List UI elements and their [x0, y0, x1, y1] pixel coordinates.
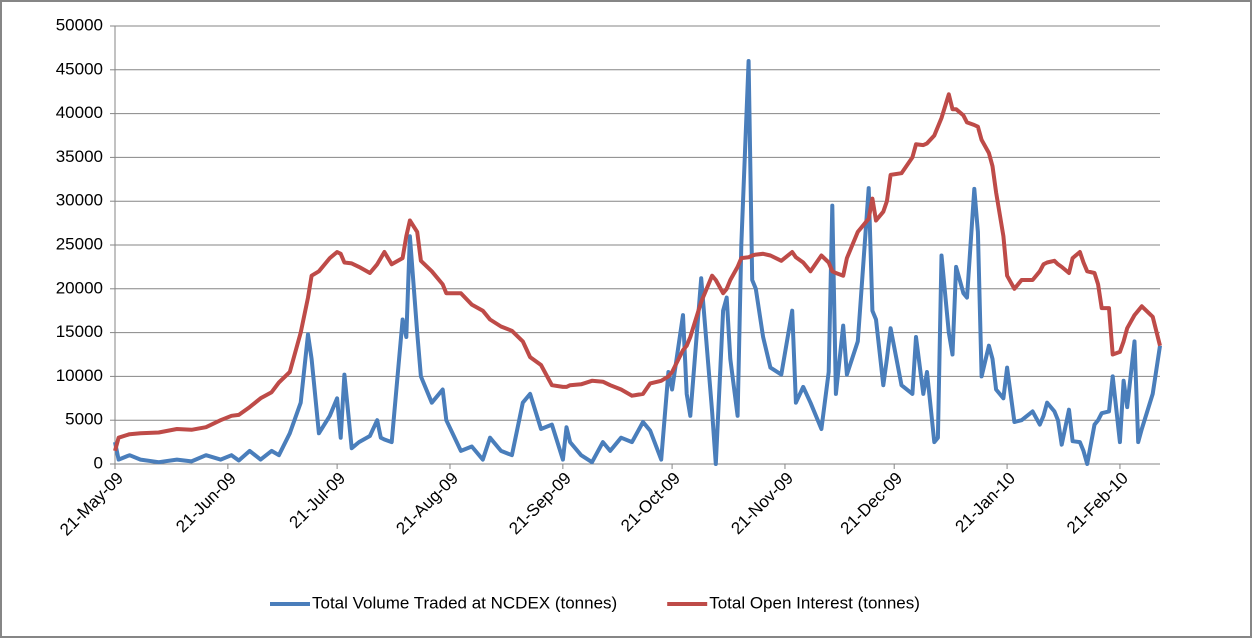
y-tick-label: 45000: [56, 59, 103, 78]
y-tick-label: 30000: [56, 191, 103, 210]
legend-label: Total Volume Traded at NCDEX (tonnes): [312, 593, 617, 612]
y-tick-label: 20000: [56, 278, 103, 297]
y-tick-label: 50000: [56, 15, 103, 34]
y-tick-label: 10000: [56, 366, 103, 385]
y-tick-label: 35000: [56, 147, 103, 166]
y-tick-label: 15000: [56, 322, 103, 341]
legend: Total Volume Traded at NCDEX (tonnes) Tot…: [270, 593, 920, 612]
y-tick-label: 5000: [65, 410, 103, 429]
y-tick-label: 40000: [56, 103, 103, 122]
y-tick-label: 0: [94, 453, 103, 472]
legend-label: Total Open Interest (tonnes): [709, 593, 920, 612]
y-tick-label: 25000: [56, 234, 103, 253]
data-line: [113, 92, 1162, 452]
data-line: [113, 59, 1162, 466]
